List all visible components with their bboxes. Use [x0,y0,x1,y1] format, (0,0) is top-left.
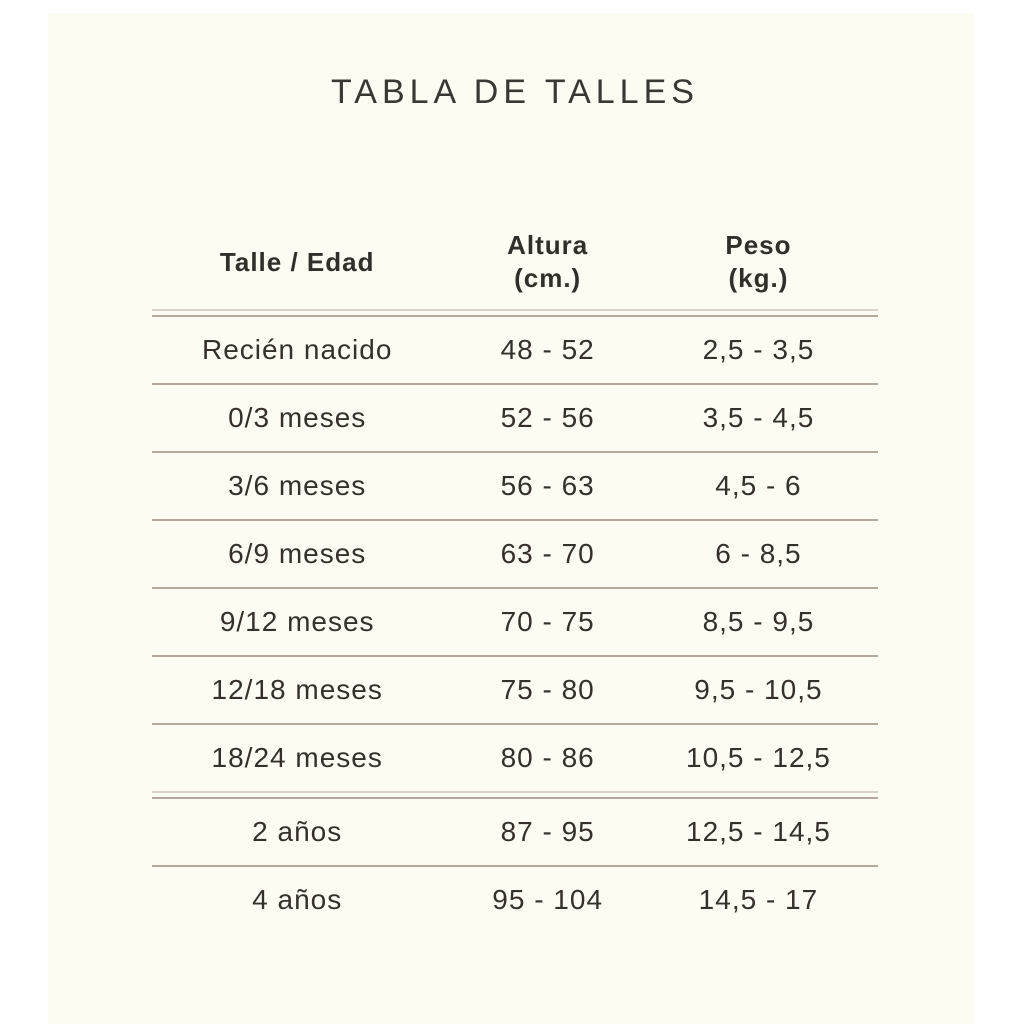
cell-altura: 80 - 86 [500,742,595,773]
row-separator [152,723,878,725]
cell-talle: Recién nacido [201,334,393,365]
table-row: 3/6 meses 56 - 63 4,5 - 6 [152,453,878,519]
row-separator [152,383,878,385]
column-header-label: Peso [725,230,792,260]
row-separator [152,587,878,589]
cell-altura: 87 - 95 [500,816,595,847]
table-row: 18/24 meses 80 - 86 10,5 - 12,5 [152,725,878,791]
column-header-peso: Peso (kg.) [653,229,878,295]
page-title: TABLA DE TALLES [331,73,699,111]
cell-peso: 10,5 - 12,5 [686,742,831,773]
cell-talle: 2 años [252,816,343,847]
row-separator [152,451,878,453]
table-row: 2 años 87 - 95 12,5 - 14,5 [152,799,878,865]
column-header-unit: (kg.) [728,263,789,293]
row-separator [152,519,878,521]
cell-peso: 2,5 - 3,5 [702,334,815,365]
cell-talle: 4 años [252,884,343,915]
table-row: Recién nacido 48 - 52 2,5 - 3,5 [152,317,878,383]
column-header-label: Talle / Edad [219,246,375,277]
table-row: 6/9 meses 63 - 70 6 - 8,5 [152,521,878,587]
cell-altura: 95 - 104 [492,884,604,915]
cell-peso: 4,5 - 6 [715,470,802,501]
table-row: 0/3 meses 52 - 56 3,5 - 4,5 [152,385,878,451]
column-header-talle-edad: Talle / Edad [152,246,442,279]
cell-peso: 8,5 - 9,5 [702,606,815,637]
cell-altura: 48 - 52 [500,334,595,365]
cell-peso: 9,5 - 10,5 [694,674,823,705]
cell-talle: 12/18 meses [211,674,383,705]
cell-altura: 75 - 80 [500,674,595,705]
section-separator-double-rule [152,791,878,799]
table-row: 9/12 meses 70 - 75 8,5 - 9,5 [152,589,878,655]
cell-peso: 14,5 - 17 [698,884,819,915]
cell-talle: 6/9 meses [228,538,367,569]
table-header-row: Talle / Edad Altura (cm.) Peso (kg.) [152,215,878,309]
cell-peso: 12,5 - 14,5 [686,816,831,847]
row-separator [152,865,878,867]
cell-talle: 18/24 meses [211,742,383,773]
cell-talle: 3/6 meses [228,470,367,501]
size-table: Talle / Edad Altura (cm.) Peso (kg.) Rec… [152,215,878,933]
cell-altura: 56 - 63 [500,470,595,501]
table-row: 4 años 95 - 104 14,5 - 17 [152,867,878,933]
cell-altura: 63 - 70 [500,538,595,569]
column-header-altura: Altura (cm.) [442,229,653,295]
cell-peso: 3,5 - 4,5 [702,402,815,433]
table-row: 12/18 meses 75 - 80 9,5 - 10,5 [152,657,878,723]
header-separator-double-rule [152,309,878,317]
row-separator [152,655,878,657]
column-header-unit: (cm.) [514,263,582,293]
cell-altura: 70 - 75 [500,606,595,637]
cell-peso: 6 - 8,5 [715,538,802,569]
cell-altura: 52 - 56 [500,402,595,433]
cell-talle: 0/3 meses [228,402,367,433]
column-header-label: Altura [507,230,589,260]
content-panel: TABLA DE TALLES Talle / Edad Altura (cm.… [48,13,974,1024]
cell-talle: 9/12 meses [219,606,375,637]
